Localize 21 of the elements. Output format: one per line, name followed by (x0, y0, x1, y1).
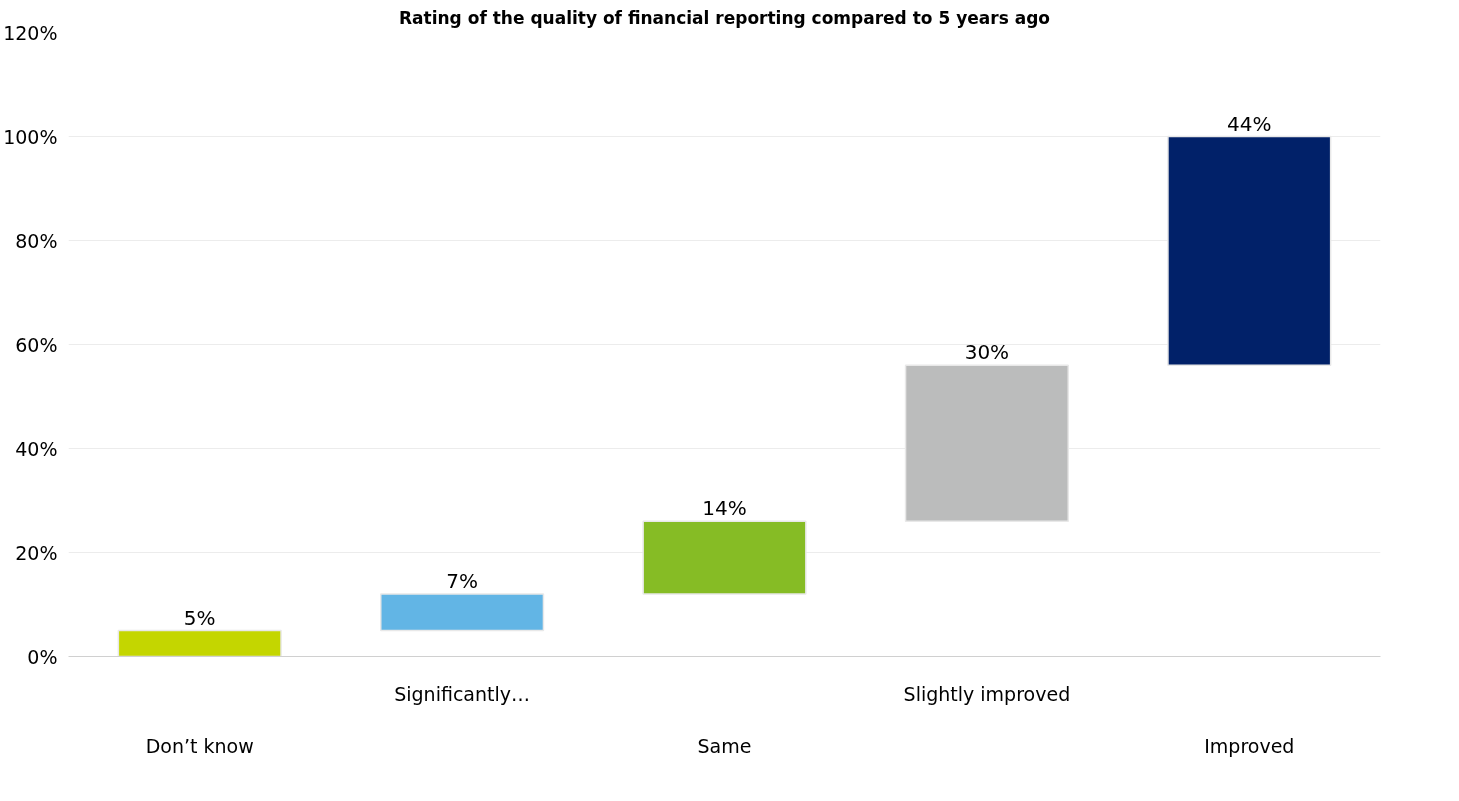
chart-title: Rating of the quality of financial reporting compared to 5 years ago (399, 7, 1051, 28)
x-tick-label: Improved (1204, 735, 1295, 758)
y-tick-label: 20% (15, 541, 58, 564)
x-tick-label: Significantly… (394, 682, 530, 705)
x-tick-label: Same (697, 735, 752, 758)
bar (904, 364, 1069, 523)
y-tick-label: 60% (15, 333, 58, 356)
x-tick-label: Don’t know (145, 735, 254, 758)
bar (117, 629, 282, 657)
x-tick-label: Slightly improved (903, 682, 1071, 705)
y-tick-label: 40% (15, 437, 58, 460)
y-tick-label: 120% (3, 21, 58, 44)
y-tick-label: 0% (27, 645, 58, 668)
data-label: 7% (446, 569, 478, 594)
y-tick-label: 80% (15, 229, 58, 252)
data-label: 30% (964, 340, 1010, 365)
data-label: 14% (702, 496, 747, 521)
bar (380, 593, 545, 632)
data-label: 44% (1227, 111, 1272, 136)
data-label: 5% (183, 605, 216, 630)
y-tick-label: 100% (3, 125, 58, 148)
